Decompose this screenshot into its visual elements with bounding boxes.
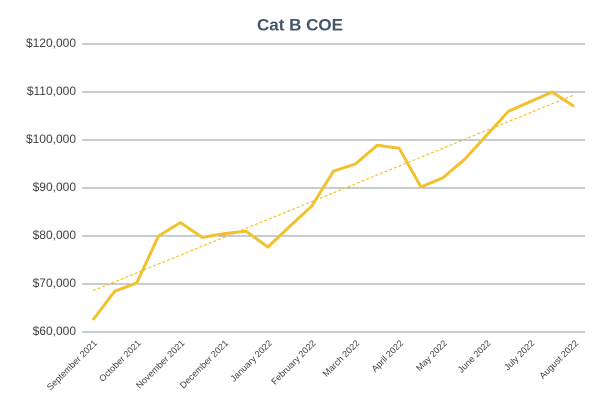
- y-tick-label: $90,000: [33, 180, 77, 194]
- x-tick-label: March 2022: [321, 338, 362, 379]
- x-tick-label: August 2022: [537, 338, 580, 381]
- x-tick-label: December 2021: [178, 338, 230, 390]
- y-tick-label: $60,000: [33, 324, 77, 338]
- x-tick-label: June 2022: [456, 338, 493, 375]
- chart-title: Cat B COE: [257, 15, 343, 34]
- x-tick-label: January 2022: [228, 338, 274, 384]
- x-tick-label: October 2021: [97, 338, 143, 384]
- data-line: [91, 90, 575, 321]
- x-tick-label: May 2022: [414, 338, 449, 373]
- x-tick-label: July 2022: [502, 338, 536, 372]
- x-tick-label: February 2022: [269, 338, 317, 386]
- trendline: [92, 94, 575, 292]
- y-tick-label: $100,000: [26, 132, 76, 146]
- y-tick-label: $80,000: [33, 228, 77, 242]
- x-tick-label: September 2021: [45, 338, 99, 392]
- x-tick-label: April 2022: [369, 338, 405, 374]
- y-tick-label: $70,000: [33, 276, 77, 290]
- y-tick-label: $110,000: [27, 84, 76, 98]
- y-tick-label: $120,000: [26, 36, 76, 50]
